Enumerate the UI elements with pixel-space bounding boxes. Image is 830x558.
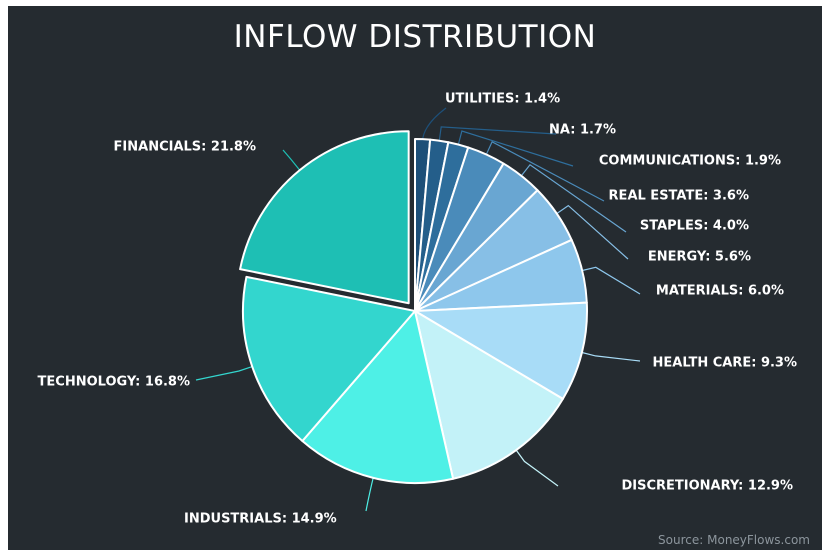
pie-slice-discretionary: [414, 310, 564, 480]
leader-line-utilities: [421, 107, 447, 142]
leader-line-health-care: [579, 351, 641, 362]
slice-label-real-estate: REAL ESTATE: 3.6%: [609, 189, 749, 204]
chart-title: INFLOW DISTRIBUTION: [234, 19, 597, 55]
pie-slice-industrials: [301, 310, 455, 484]
slice-label-communications: COMMUNICATIONS: 1.9%: [599, 154, 781, 169]
leader-line-na: [438, 126, 557, 143]
leader-line-energy: [554, 204, 629, 260]
leader-line-financials: [282, 149, 302, 173]
pie-slice-technology: [242, 275, 416, 443]
chart-frame: INFLOW DISTRIBUTION UTILITIES: 1.4% NA: 1…: [8, 6, 822, 550]
leader-line-materials: [580, 266, 641, 295]
slice-label-materials: MATERIALS: 6.0%: [656, 284, 784, 299]
source-note: Source: MoneyFlows.com: [658, 533, 810, 547]
leader-line-communications: [457, 130, 574, 167]
leader-line-technology: [195, 365, 255, 381]
slice-label-discretionary: DISCRETIONARY: 12.9%: [621, 479, 793, 494]
slice-label-industrials: INDUSTRIALS: 14.9%: [184, 512, 337, 527]
slice-label-staples: STAPLES: 4.0%: [640, 219, 749, 234]
pie-slice-health-care: [414, 301, 588, 400]
slice-label-energy: ENERGY: 5.6%: [648, 250, 751, 265]
slice-label-utilities: UTILITIES: 1.4%: [445, 92, 560, 107]
slice-label-technology: TECHNOLOGY: 16.8%: [38, 375, 190, 390]
leader-line-real-estate: [484, 140, 605, 202]
slice-label-health-care: HEALTH CARE: 9.3%: [653, 356, 798, 371]
leader-line-staples: [519, 163, 627, 233]
slice-label-na: NA: 1.7%: [549, 123, 616, 138]
pie-chart: INFLOW DISTRIBUTION UTILITIES: 1.4% NA: 1…: [38, 19, 810, 547]
leader-line-discretionary: [514, 448, 559, 487]
leader-line-industrials: [365, 475, 375, 512]
pie-slice-financials: [239, 130, 410, 305]
slice-label-financials: FINANCIALS: 21.8%: [114, 140, 256, 155]
